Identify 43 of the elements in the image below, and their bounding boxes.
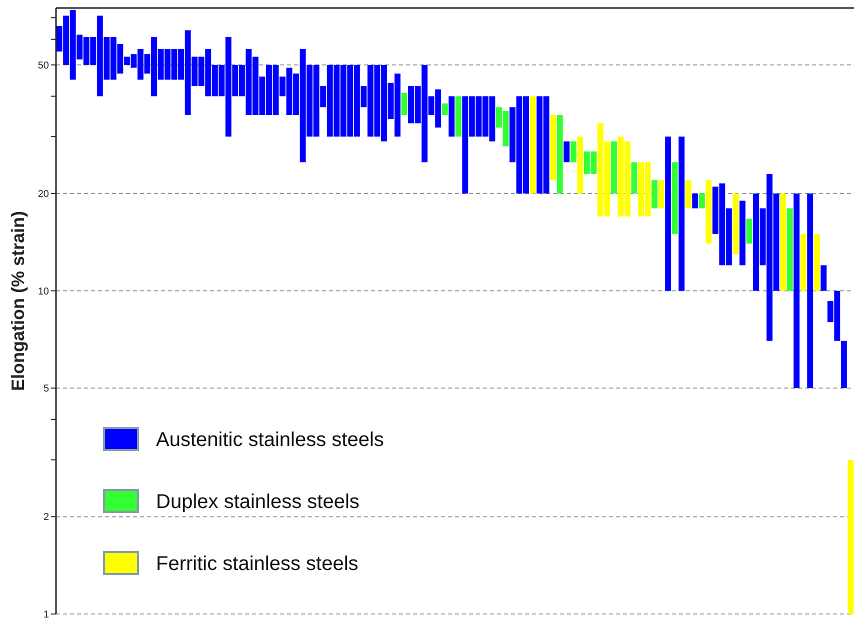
bar — [631, 162, 638, 194]
y-tick-label: 10 — [38, 286, 50, 298]
bar — [550, 114, 556, 180]
y-tick-label: 2 — [43, 512, 50, 524]
bar — [610, 141, 617, 194]
bar — [530, 96, 536, 194]
legend-label: Duplex stainless steels — [156, 491, 360, 513]
bar — [732, 194, 739, 254]
bar — [442, 103, 448, 115]
bar — [401, 92, 408, 115]
y-tick-label: 1 — [43, 610, 50, 620]
bar — [814, 234, 820, 291]
bar — [706, 180, 712, 244]
bar — [672, 162, 678, 234]
bar — [786, 208, 793, 291]
bar — [556, 114, 563, 194]
bar — [698, 194, 705, 208]
bar — [692, 194, 698, 208]
bar — [746, 218, 752, 244]
bar — [448, 96, 455, 137]
y-axis-title: Elongation (% strain) — [8, 210, 28, 391]
bar — [848, 460, 854, 614]
bar — [570, 141, 576, 162]
bar — [685, 180, 692, 208]
bar — [800, 234, 806, 291]
legend-label: Austenitic stainless steels — [156, 429, 384, 451]
y-tick-label: 20 — [38, 189, 50, 200]
bar — [794, 194, 800, 388]
bar — [564, 141, 570, 162]
y-tick-label: 5 — [43, 384, 50, 395]
bar — [840, 340, 847, 388]
bar — [780, 194, 786, 291]
bar — [807, 194, 814, 388]
bar — [455, 96, 462, 137]
bar — [577, 136, 584, 194]
bar — [820, 265, 827, 291]
bar — [678, 136, 685, 291]
y-tick-label: 50 — [38, 60, 50, 72]
legend-label: Ferritic stainless steels — [156, 553, 358, 575]
bar — [665, 136, 672, 291]
bar — [739, 200, 746, 266]
bar — [658, 180, 664, 208]
bar — [652, 180, 658, 208]
